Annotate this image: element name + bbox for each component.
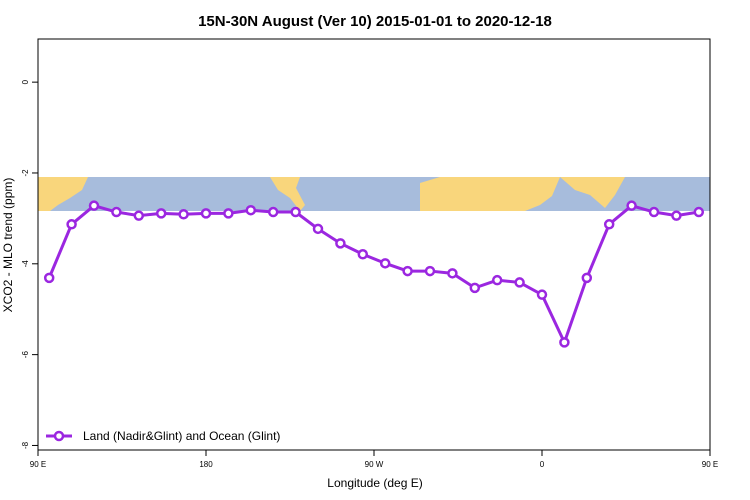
- x-tick-label: 0: [540, 460, 545, 469]
- y-tick-label: -6: [21, 351, 30, 359]
- point: [43, 272, 55, 284]
- point: [245, 204, 257, 216]
- point: [671, 210, 682, 221]
- point: [581, 272, 593, 284]
- chart-title: 15N-30N August (Ver 10) 2015-01-01 to 20…: [198, 13, 552, 30]
- point: [559, 337, 570, 348]
- x-tick-label: 90 E: [702, 460, 718, 469]
- point: [178, 209, 189, 220]
- point: [66, 219, 77, 230]
- point: [424, 265, 436, 277]
- line: [47, 204, 700, 347]
- point: [491, 274, 503, 286]
- legend-label: Land (Nadir&Glint) and Ocean (Glint): [83, 429, 280, 443]
- x-tick-label: 90 W: [365, 460, 384, 469]
- point: [402, 265, 413, 277]
- point: [514, 277, 525, 288]
- point: [693, 206, 705, 218]
- point: [603, 219, 615, 230]
- point: [312, 223, 324, 235]
- plot-frame: [37, 38, 711, 451]
- point: [111, 206, 122, 218]
- point: [447, 268, 458, 279]
- point: [88, 200, 100, 211]
- point: [267, 206, 279, 218]
- point: [290, 206, 301, 218]
- x-axis-label: Longitude (deg E): [327, 476, 422, 490]
- point: [357, 249, 369, 260]
- point: [648, 206, 660, 218]
- y-tick-label: 0: [21, 79, 30, 84]
- point: [626, 200, 637, 211]
- map-band: [38, 177, 710, 211]
- point: [223, 208, 234, 219]
- point: [536, 289, 548, 300]
- y-tick-label: -2: [21, 169, 30, 177]
- point: [335, 238, 346, 249]
- point: [200, 208, 212, 219]
- y-tick-label: -4: [21, 260, 30, 268]
- point: [379, 258, 391, 269]
- y-axis-label: XCO2 - MLO trend (ppm): [1, 178, 15, 313]
- x-tick-label: 180: [199, 460, 213, 469]
- point: [469, 282, 481, 294]
- x-tick-label: 90 E: [30, 460, 46, 469]
- point: [155, 208, 167, 219]
- point: [133, 210, 145, 221]
- y-tick-label: -8: [21, 441, 30, 449]
- legend-marker: [53, 430, 65, 442]
